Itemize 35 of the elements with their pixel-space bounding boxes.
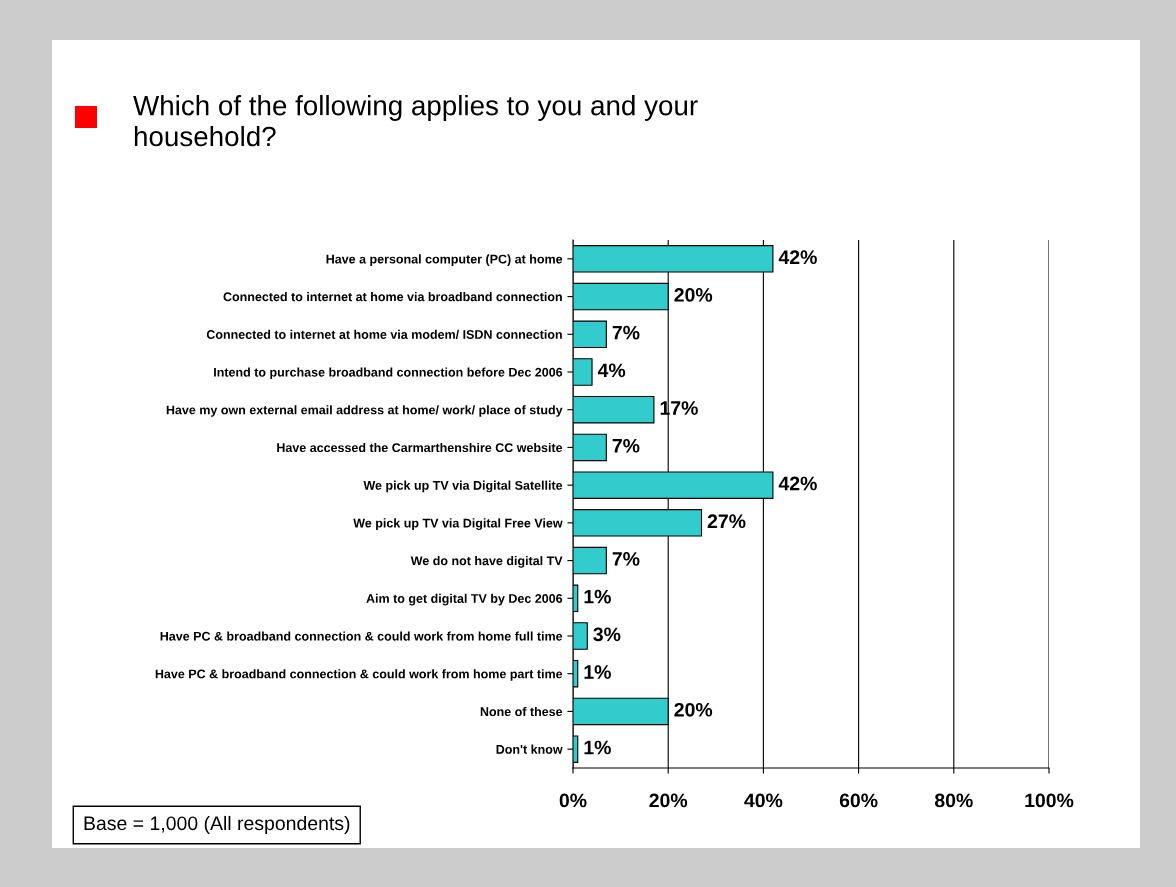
data-label: 4% bbox=[597, 363, 626, 378]
y-tick-label: Have my own external email address at home/ work/ place of study bbox=[166, 405, 563, 417]
x-tick-label: 60% bbox=[839, 793, 878, 808]
chart-title: Which of the following applies to you and your household? bbox=[133, 95, 698, 147]
y-tick-label: Have PC & broadband connection & could work from home part time bbox=[155, 669, 563, 681]
y-tick-label: Connected to internet at home via modem/ ISDN connection bbox=[206, 329, 562, 340]
y-tick-label: We pick up TV via Digital Satellite bbox=[363, 480, 563, 493]
y-tick-label: We pick up TV via Digital Free View bbox=[353, 518, 563, 531]
y-tick-label: Have accessed the Carmarthenshire CC website bbox=[277, 442, 563, 453]
y-tick-label: Have PC & broadband connection & could work from home full time bbox=[160, 631, 563, 641]
data-label: 3% bbox=[593, 627, 621, 642]
data-label: 42% bbox=[778, 476, 817, 491]
x-tick-label: 80% bbox=[934, 793, 973, 808]
data-label: 1% bbox=[584, 665, 611, 679]
y-tick-label: We do not have digital TV bbox=[410, 556, 563, 568]
data-label: 20% bbox=[674, 288, 713, 302]
data-label: 42% bbox=[778, 250, 817, 265]
data-label: 7% bbox=[612, 438, 640, 453]
data-label: 7% bbox=[612, 552, 640, 566]
y-tick-label: Aim to get digital TV by Dec 2006 bbox=[366, 593, 563, 606]
x-tick-label: 20% bbox=[649, 793, 688, 808]
y-tick-label: Intend to purchase broadband connection before Dec 2006 bbox=[214, 367, 563, 380]
data-label: 7% bbox=[612, 325, 640, 340]
x-tick-label: 100% bbox=[1025, 793, 1074, 808]
data-label: 20% bbox=[674, 702, 713, 717]
y-tick-label: Don't know bbox=[496, 744, 563, 754]
y-tick-label: Have a personal computer (PC) at home bbox=[326, 254, 563, 266]
data-label: 1% bbox=[584, 589, 611, 604]
x-tick-label: 40% bbox=[744, 793, 783, 808]
x-tick-label: 0% bbox=[559, 793, 587, 808]
data-label: 27% bbox=[707, 514, 746, 529]
data-label: 1% bbox=[584, 740, 611, 755]
text: Base = 1,000 (All respondents) bbox=[84, 815, 350, 835]
y-tick-label: Connected to internet at home via broadband connection bbox=[223, 292, 562, 302]
y-tick-label: None of these bbox=[480, 706, 563, 717]
